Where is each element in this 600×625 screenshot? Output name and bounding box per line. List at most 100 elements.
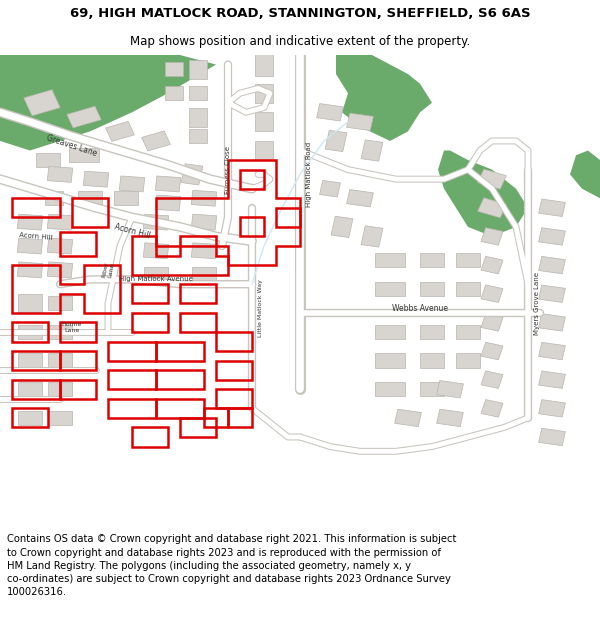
Polygon shape xyxy=(83,171,109,187)
Polygon shape xyxy=(18,325,42,339)
Polygon shape xyxy=(539,228,565,245)
Polygon shape xyxy=(48,354,72,367)
Polygon shape xyxy=(317,104,343,121)
Polygon shape xyxy=(255,112,273,131)
Polygon shape xyxy=(539,399,565,417)
Polygon shape xyxy=(165,62,183,76)
Polygon shape xyxy=(18,294,42,313)
Polygon shape xyxy=(336,55,432,141)
Polygon shape xyxy=(375,282,405,296)
Polygon shape xyxy=(47,238,73,254)
Text: Furness Close: Furness Close xyxy=(225,146,231,194)
Polygon shape xyxy=(48,296,72,311)
Text: Map shows position and indicative extent of the property.: Map shows position and indicative extent… xyxy=(130,35,470,48)
Polygon shape xyxy=(481,256,503,274)
Polygon shape xyxy=(47,166,73,182)
Polygon shape xyxy=(438,151,528,236)
Polygon shape xyxy=(255,84,273,102)
Text: Myers Grove Lane: Myers Grove Lane xyxy=(534,272,540,335)
Polygon shape xyxy=(347,113,373,131)
Polygon shape xyxy=(375,354,405,367)
Polygon shape xyxy=(481,371,503,389)
Polygon shape xyxy=(539,256,565,274)
Polygon shape xyxy=(331,216,353,238)
Polygon shape xyxy=(189,129,207,143)
Polygon shape xyxy=(24,90,60,116)
Polygon shape xyxy=(106,121,134,141)
Text: Acorn Hill: Acorn Hill xyxy=(19,232,53,241)
Polygon shape xyxy=(48,411,72,425)
Polygon shape xyxy=(420,282,444,296)
Polygon shape xyxy=(539,285,565,302)
Polygon shape xyxy=(191,214,217,230)
Polygon shape xyxy=(539,428,565,446)
Polygon shape xyxy=(456,325,480,339)
Polygon shape xyxy=(437,409,463,427)
Polygon shape xyxy=(47,214,73,230)
Polygon shape xyxy=(361,226,383,247)
Polygon shape xyxy=(375,325,405,339)
Polygon shape xyxy=(481,342,503,360)
Polygon shape xyxy=(361,140,383,161)
Polygon shape xyxy=(347,189,373,207)
Polygon shape xyxy=(36,153,60,168)
Polygon shape xyxy=(478,169,506,189)
Text: Greaves Lane: Greaves Lane xyxy=(46,133,98,158)
Polygon shape xyxy=(18,411,42,425)
Polygon shape xyxy=(189,60,207,79)
Polygon shape xyxy=(17,238,43,254)
Polygon shape xyxy=(144,268,168,282)
Polygon shape xyxy=(155,195,181,211)
Polygon shape xyxy=(375,382,405,396)
Polygon shape xyxy=(119,176,145,192)
Polygon shape xyxy=(456,253,480,268)
Polygon shape xyxy=(142,131,170,151)
Polygon shape xyxy=(47,262,73,278)
Polygon shape xyxy=(192,268,216,282)
Polygon shape xyxy=(18,382,42,396)
Polygon shape xyxy=(0,55,216,151)
Polygon shape xyxy=(320,181,340,197)
Polygon shape xyxy=(420,325,444,339)
Text: Acorn Hill: Acorn Hill xyxy=(113,222,151,241)
Polygon shape xyxy=(478,198,506,217)
Polygon shape xyxy=(18,354,42,367)
Polygon shape xyxy=(570,151,600,198)
Text: Little Matlock Way: Little Matlock Way xyxy=(258,279,263,337)
Polygon shape xyxy=(17,214,43,230)
Polygon shape xyxy=(143,242,169,259)
Text: High Matlock Road: High Matlock Road xyxy=(306,142,312,207)
Polygon shape xyxy=(539,199,565,216)
Polygon shape xyxy=(255,52,273,76)
Text: Contains OS data © Crown copyright and database right 2021. This information is : Contains OS data © Crown copyright and d… xyxy=(7,534,457,597)
Polygon shape xyxy=(375,253,405,268)
Polygon shape xyxy=(539,371,565,388)
Polygon shape xyxy=(48,382,72,396)
Text: 69, HIGH MATLOCK ROAD, STANNINGTON, SHEFFIELD, S6 6AS: 69, HIGH MATLOCK ROAD, STANNINGTON, SHEF… xyxy=(70,8,530,20)
Polygon shape xyxy=(481,399,503,417)
Polygon shape xyxy=(191,190,217,206)
Polygon shape xyxy=(437,381,463,398)
Polygon shape xyxy=(114,191,138,206)
Text: Riber
Lane: Riber Lane xyxy=(101,261,115,279)
Polygon shape xyxy=(481,314,503,331)
Polygon shape xyxy=(539,314,565,331)
Polygon shape xyxy=(420,382,444,396)
Polygon shape xyxy=(17,262,43,278)
Polygon shape xyxy=(420,253,444,268)
Polygon shape xyxy=(189,86,207,101)
Polygon shape xyxy=(78,191,102,206)
Polygon shape xyxy=(456,282,480,296)
Polygon shape xyxy=(143,214,169,230)
Polygon shape xyxy=(67,106,101,128)
Polygon shape xyxy=(395,409,421,427)
Polygon shape xyxy=(48,325,72,339)
Polygon shape xyxy=(456,354,480,367)
Polygon shape xyxy=(255,141,273,160)
Polygon shape xyxy=(189,107,207,127)
Polygon shape xyxy=(45,191,63,206)
Polygon shape xyxy=(165,86,183,101)
Polygon shape xyxy=(539,342,565,360)
Text: Holme
Lane: Holme Lane xyxy=(62,322,82,332)
Polygon shape xyxy=(481,285,503,302)
